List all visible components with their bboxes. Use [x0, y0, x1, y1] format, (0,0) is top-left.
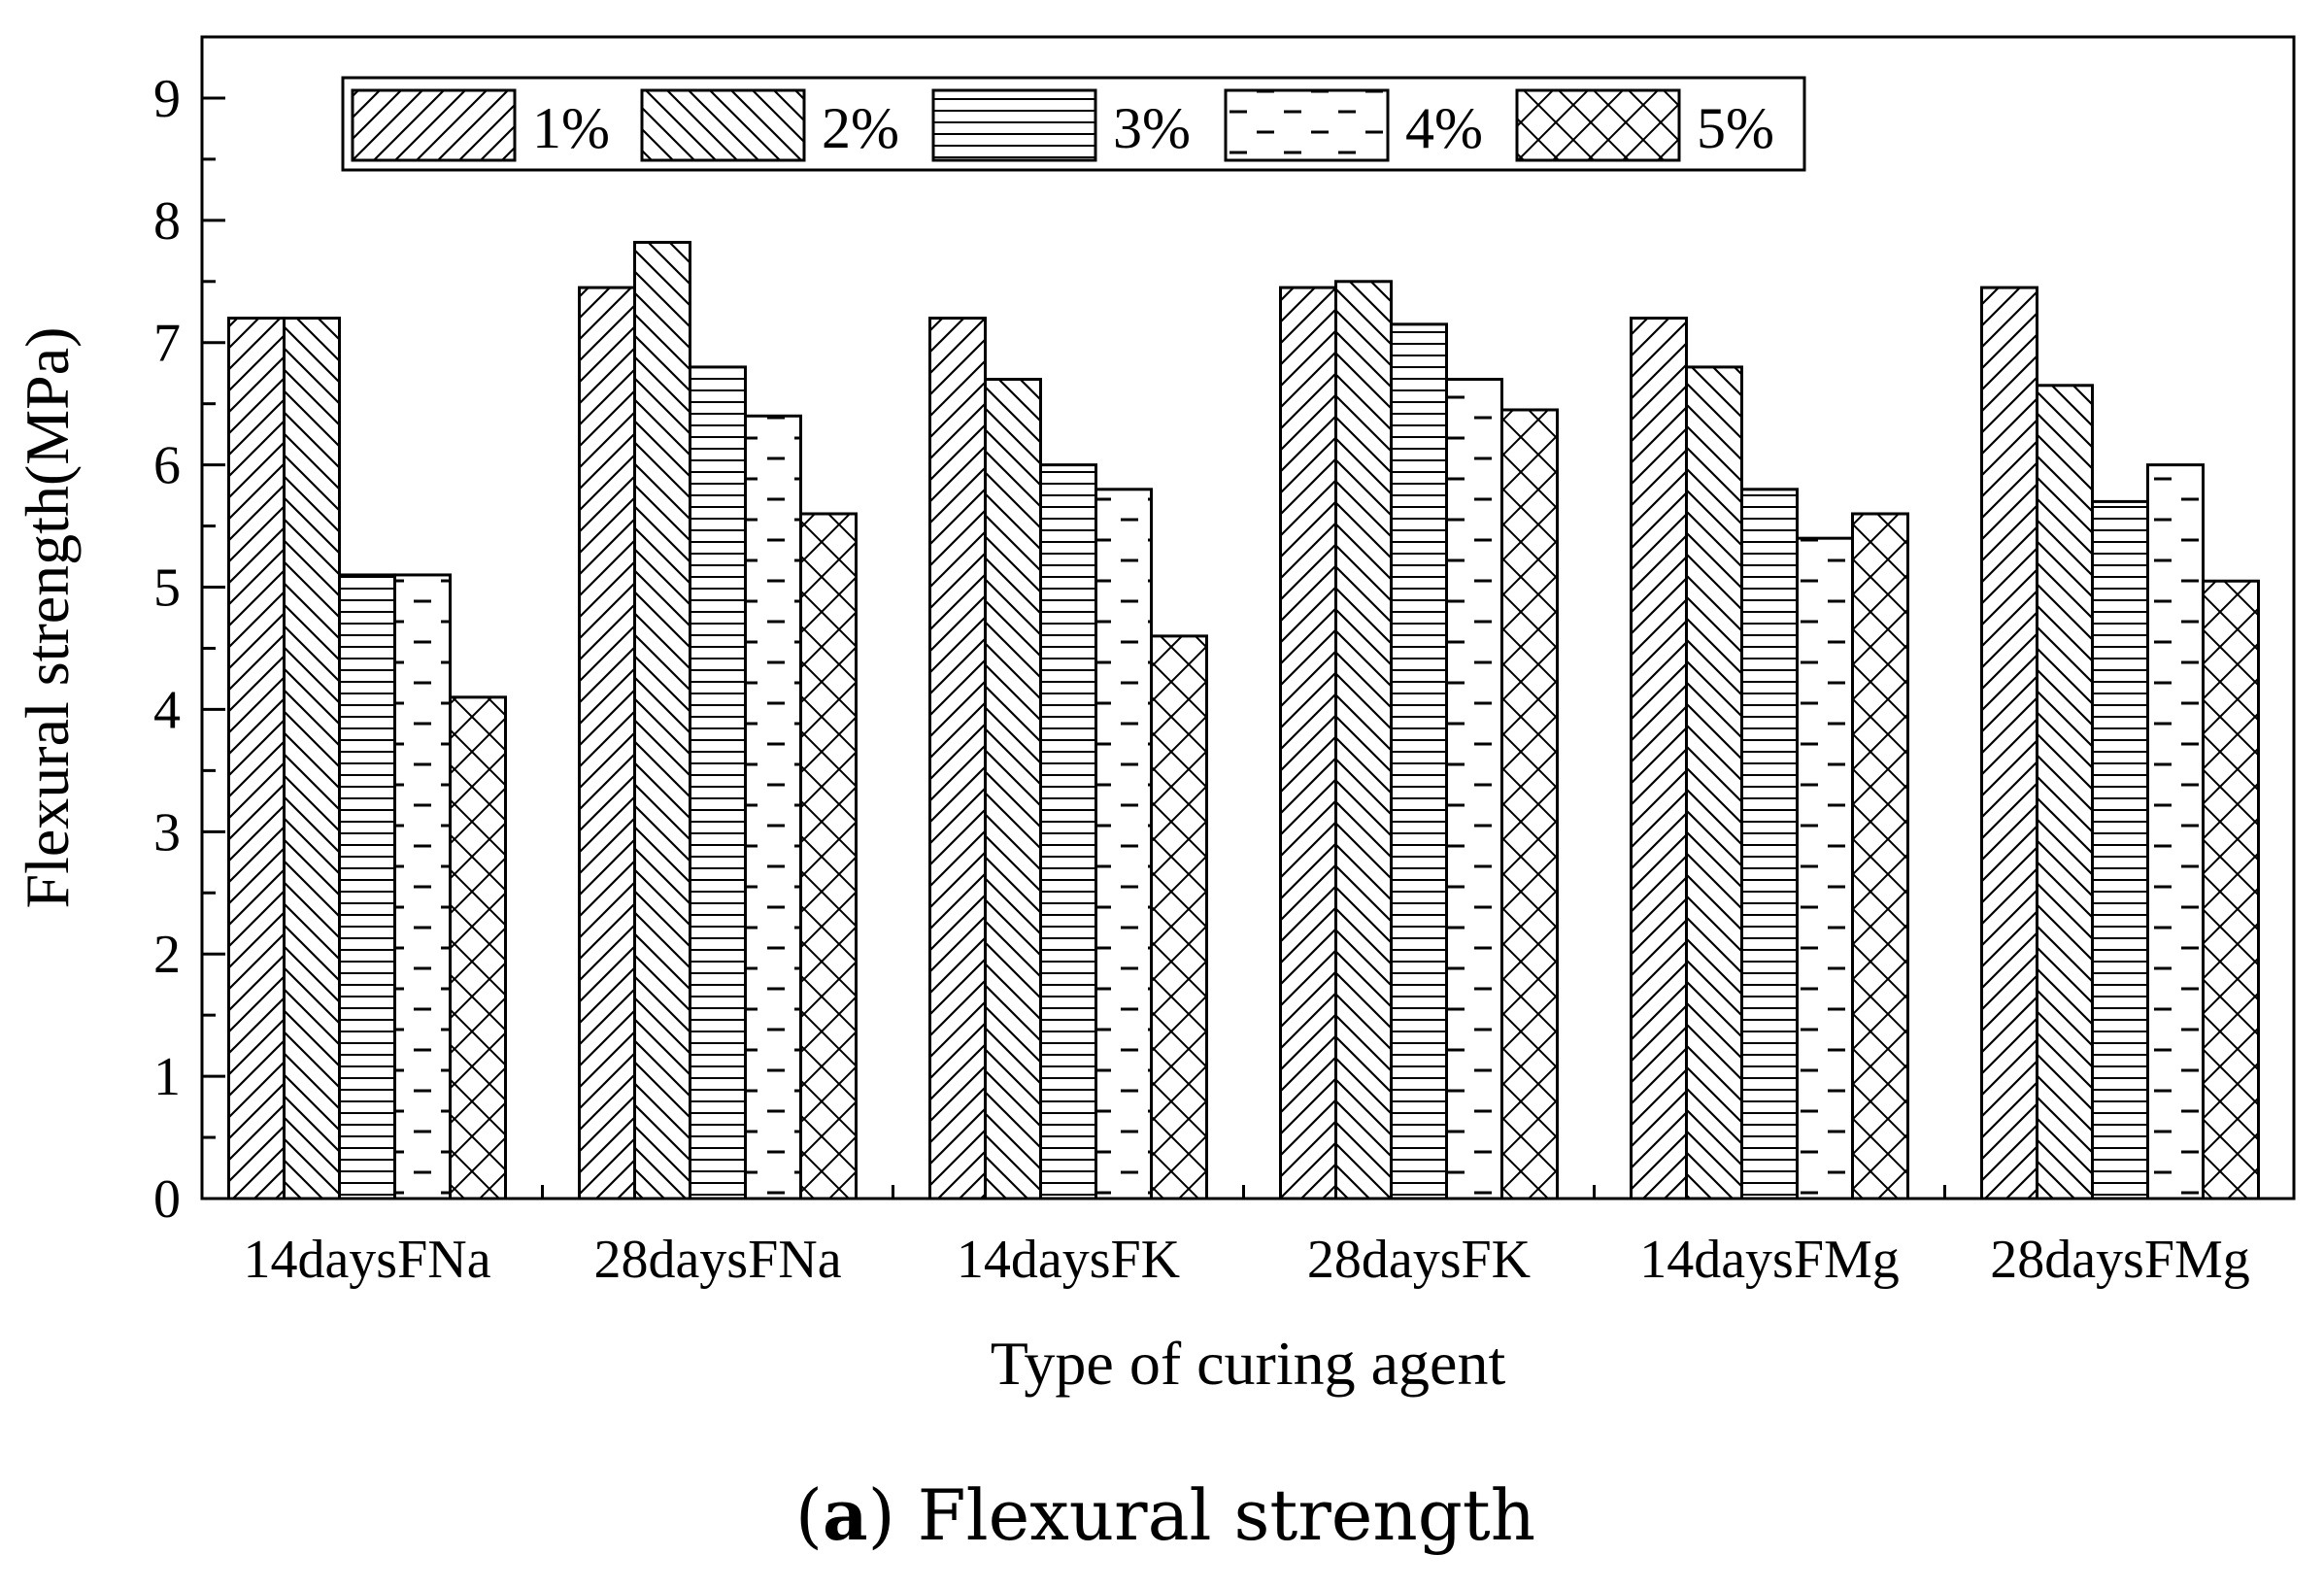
bar-28daysFNa-5% [799, 512, 858, 1200]
bar-14daysFNa-5% [449, 695, 507, 1200]
y-tick-label: 0 [153, 1169, 181, 1230]
bar-14daysFK-1% [928, 317, 987, 1200]
legend-swatch-4% [1224, 88, 1390, 162]
bar-14daysFK-4% [1095, 488, 1153, 1200]
bar-14daysFMg-1% [1630, 317, 1688, 1200]
legend-label-3%: 3% [1113, 96, 1191, 160]
bar-28daysFK-5% [1500, 408, 1559, 1200]
bar-14daysFMg-2% [1685, 365, 1743, 1200]
bar-14daysFMg-3% [1740, 488, 1799, 1200]
bar-14daysFNa-2% [283, 317, 341, 1200]
legend-swatch-3% [931, 88, 1097, 162]
x-tick-label: 14daysFK [957, 1230, 1180, 1290]
y-axis: 0 1 2 3 4 5 6 7 8 9 [153, 69, 225, 1230]
caption-open-paren: ( [795, 1474, 823, 1556]
bar-28daysFNa-3% [689, 365, 747, 1200]
y-tick-label: 4 [153, 680, 181, 740]
x-tick-label: 28daysFNa [593, 1230, 841, 1290]
legend-label-1%: 1% [532, 96, 610, 160]
bar-28daysFK-3% [1390, 322, 1448, 1200]
bar-14daysFNa-4% [393, 573, 452, 1200]
caption-text: Flexural strength [918, 1474, 1536, 1556]
bar-14daysFNa-3% [338, 573, 396, 1200]
legend-label-4%: 4% [1405, 96, 1483, 160]
bar-28daysFMg-4% [2146, 463, 2205, 1200]
bar-28daysFMg-2% [2036, 384, 2094, 1200]
y-tick-label: 7 [153, 314, 181, 374]
bar-28daysFK-4% [1445, 378, 1503, 1200]
x-tick-label: 14daysFNa [243, 1230, 490, 1290]
legend-swatch-5% [1515, 88, 1681, 162]
plot-frame [200, 35, 2296, 1200]
x-tick-label: 28daysFK [1307, 1230, 1531, 1290]
x-tick-label: 14daysFMg [1639, 1230, 1900, 1290]
caption-close-paren: ) [868, 1474, 918, 1556]
legend-label-2%: 2% [822, 96, 899, 160]
bar-28daysFK-2% [1334, 280, 1393, 1200]
bar-28daysFMg-3% [2091, 499, 2149, 1200]
x-tick-label: 28daysFMg [1990, 1230, 2250, 1290]
legend-label-5%: 5% [1697, 96, 1774, 160]
bar-14daysFK-5% [1150, 634, 1208, 1200]
caption-letter: a [823, 1473, 868, 1556]
y-tick-label: 1 [153, 1047, 181, 1107]
x-axis: 14daysFNa 28daysFNa 14daysFK 28daysFK 14days… [243, 1185, 2250, 1290]
legend-swatch-2% [640, 88, 806, 162]
figure-caption: (a) Flexural strength [795, 1473, 1535, 1556]
bar-14daysFK-3% [1039, 463, 1097, 1200]
y-tick-label: 3 [153, 802, 181, 862]
y-tick-label: 6 [153, 436, 181, 496]
y-tick-label: 8 [153, 191, 181, 252]
legend-swatch-1% [351, 88, 517, 162]
bar-28daysFNa-4% [744, 414, 802, 1200]
bar-14daysFNa-1% [227, 317, 286, 1200]
legend: 1% 2% 3% 4% 5% [341, 76, 1806, 172]
bar-28daysFMg-1% [1980, 286, 2038, 1200]
bar-14daysFK-2% [984, 378, 1042, 1200]
bar-28daysFMg-5% [2202, 579, 2260, 1200]
bar-28daysFK-1% [1279, 286, 1337, 1200]
bars [227, 241, 2260, 1200]
bar-14daysFMg-4% [1796, 536, 1854, 1200]
bar-28daysFNa-2% [633, 241, 691, 1200]
y-tick-label: 9 [153, 69, 181, 129]
y-tick-label: 2 [153, 925, 181, 985]
y-tick-label: 5 [153, 558, 181, 619]
bar-14daysFMg-5% [1851, 512, 1909, 1200]
x-axis-title: Type of curing agent [991, 1329, 1506, 1398]
y-axis-title: Flexural strength(MPa) [13, 327, 82, 909]
bar-28daysFNa-1% [578, 286, 636, 1200]
